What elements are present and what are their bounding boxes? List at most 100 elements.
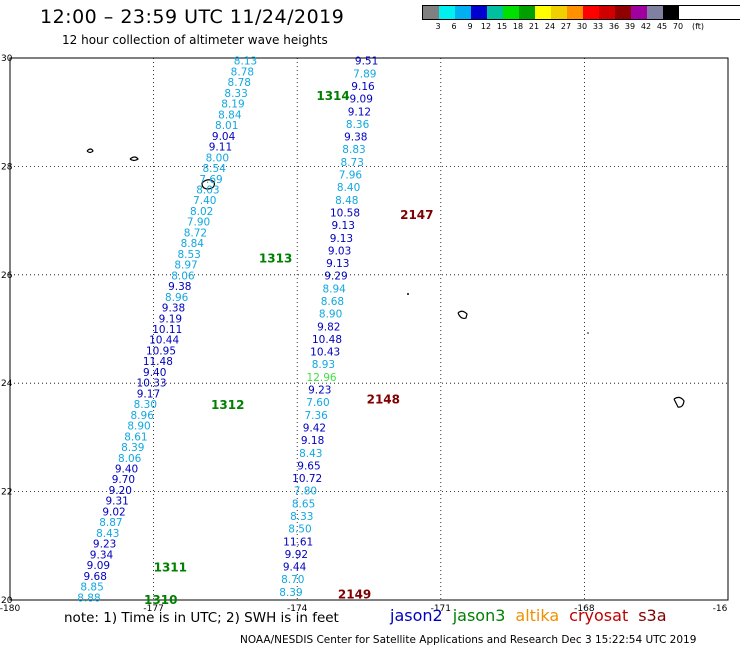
colorbar-swatch <box>455 6 471 19</box>
wave-height-label: 8.00 <box>206 152 229 164</box>
x-tick-label: -180 <box>0 604 20 614</box>
colorbar-label: 3 <box>435 22 441 31</box>
colorbar: 3 6 9 12 15 18 21 24 27 30 33 36 39 42 45 70 (ft) <box>422 5 740 34</box>
wave-height-label: 7.36 <box>304 410 328 422</box>
pass-number-label: 1311 <box>154 560 187 574</box>
island-dot <box>587 332 589 334</box>
wave-height-label: 10.11 <box>152 324 182 336</box>
wave-height-label: 8.84 <box>181 238 205 250</box>
colorbar-label: 30 <box>576 22 588 31</box>
wave-height-label: 9.40 <box>143 367 166 379</box>
pass-number-label: 1312 <box>211 398 244 412</box>
colorbar-label: 18 <box>512 22 524 31</box>
wave-height-label: 8.06 <box>118 453 142 465</box>
satellite-legend: jason2 jason3 altika cryosat s3a <box>390 606 677 625</box>
x-tick-label: -177 <box>143 604 163 614</box>
wave-height-label: 8.68 <box>321 296 344 308</box>
colorbar-labels: 3 6 9 12 15 18 21 24 27 30 33 36 39 42 45 70 (ft) <box>422 22 740 34</box>
colorbar-label: 36 <box>608 22 620 31</box>
pass-number-label: 2149 <box>338 588 371 602</box>
wave-height-label: 8.48 <box>335 195 358 207</box>
wave-height-label: 9.20 <box>109 485 132 497</box>
wave-height-label: 9.09 <box>350 94 373 106</box>
wave-height-label: 9.29 <box>324 271 347 283</box>
wave-height-label: 8.83 <box>342 144 365 156</box>
colorbar-label: 15 <box>496 22 508 31</box>
pass-number-label: 1310 <box>144 593 177 607</box>
map-border <box>9 57 729 601</box>
colorbar-swatch <box>535 6 551 19</box>
wave-height-label: 7.96 <box>339 170 363 182</box>
y-tick-label: 30 <box>1 54 13 64</box>
wave-height-label: 9.03 <box>328 245 351 257</box>
colorbar-label: 9 <box>467 22 473 31</box>
wave-height-label: 12.96 <box>307 372 337 384</box>
wave-height-label: 9.17 <box>137 388 160 400</box>
wave-height-label: 9.11 <box>209 142 232 154</box>
pass-number-label: 1314 <box>316 89 349 103</box>
wave-height-label: 8.39 <box>279 587 302 599</box>
wave-height-label: 8.43 <box>299 448 322 460</box>
wave-height-label: 8.61 <box>124 431 147 443</box>
colorbar-swatch <box>439 6 455 19</box>
legend-item-altika: altika <box>515 606 560 625</box>
pass-number-label: 2148 <box>367 392 400 406</box>
wave-height-label: 8.70 <box>281 574 304 586</box>
island-coastline <box>86 148 94 154</box>
wave-height-label: 9.13 <box>326 258 349 270</box>
colorbar-swatch <box>663 6 679 19</box>
note-text: note: 1) Time is in UTC; 2) SWH is in fe… <box>64 610 339 626</box>
wave-height-label: 8.19 <box>221 99 244 111</box>
wave-height-label: 8.01 <box>215 120 238 132</box>
wave-height-label: 7.69 <box>199 174 222 186</box>
island-coastline <box>201 179 215 190</box>
wave-height-label: 9.23 <box>93 539 116 551</box>
wave-height-label: 8.96 <box>131 410 155 422</box>
wave-height-label: 7.89 <box>353 68 376 80</box>
wave-height-label: 10.95 <box>146 345 176 357</box>
wave-height-label: 8.85 <box>80 582 103 594</box>
wave-height-label: 11.61 <box>283 536 313 548</box>
island-coastline <box>457 310 468 320</box>
y-tick-label: 22 <box>1 488 12 498</box>
wave-height-label: 10.58 <box>330 207 360 219</box>
wave-height-label: 9.68 <box>84 571 107 583</box>
wave-height-label: 9.38 <box>344 132 367 144</box>
colorbar-swatch <box>583 6 599 19</box>
wave-height-label: 9.16 <box>351 81 375 93</box>
legend-item-cryosat: cryosat <box>569 606 629 625</box>
y-tick-label: 24 <box>1 379 13 389</box>
colorbar-swatch <box>423 6 439 19</box>
y-tick-label: 26 <box>1 271 13 281</box>
wave-height-label: 8.03 <box>196 184 219 196</box>
map-frame: -180 -177 -174 -171 -168 -16 30 28 26 24 22 20 8.88 8… <box>0 54 730 614</box>
wave-height-label: 8.93 <box>312 359 335 371</box>
wave-height-label: 9.13 <box>330 233 353 245</box>
island-coastline <box>673 396 685 408</box>
map-title: 12:00 – 23:59 UTC 11/24/2019 <box>40 6 345 28</box>
colorbar-swatch <box>551 6 567 19</box>
x-tick-label: -174 <box>287 604 308 614</box>
wave-height-label: 7.90 <box>187 217 210 229</box>
colorbar-label: 12 <box>480 22 492 31</box>
wave-height-label: 9.23 <box>308 385 331 397</box>
wave-height-label: 9.31 <box>105 496 128 508</box>
wave-height-label: 8.30 <box>134 399 157 411</box>
wave-height-label: 9.02 <box>102 506 125 518</box>
wave-height-label: 8.13 <box>234 56 257 68</box>
wave-height-label: 8.39 <box>121 442 144 454</box>
wave-height-label: 9.04 <box>212 131 236 143</box>
wave-height-label: 10.33 <box>137 378 167 390</box>
colorbar-swatch <box>599 6 615 19</box>
colorbar-label: 21 <box>528 22 540 31</box>
wave-height-label: 7.40 <box>193 195 216 207</box>
colorbar-label: 24 <box>544 22 556 31</box>
wave-height-label: 10.48 <box>312 334 342 346</box>
wave-height-label: 9.38 <box>162 303 185 315</box>
wave-height-label: 8.94 <box>322 283 346 295</box>
island-coastline <box>129 156 139 162</box>
colorbar-swatch <box>615 6 631 19</box>
colorbar-swatch <box>519 6 535 19</box>
wave-height-label: 8.84 <box>218 109 242 121</box>
wave-height-label: 9.09 <box>87 560 110 572</box>
